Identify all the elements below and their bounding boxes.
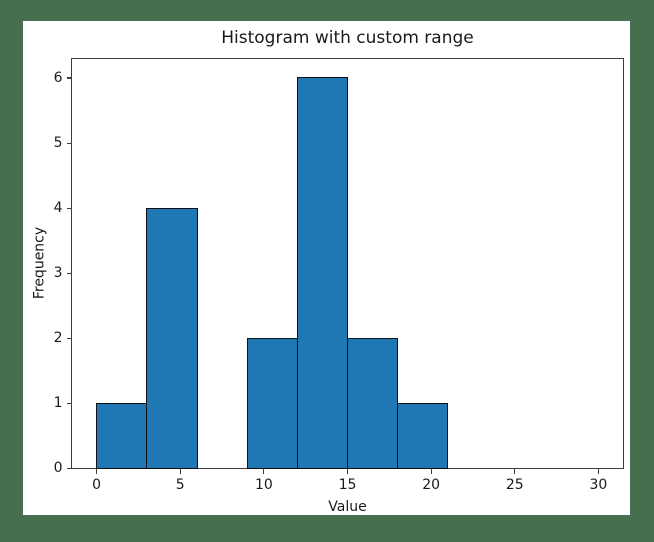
plot-area <box>71 58 624 469</box>
x-tick-label: 5 <box>175 476 185 493</box>
y-axis-label: Frequency <box>31 226 48 300</box>
x-tick-mark <box>95 468 98 474</box>
x-tick-label: 20 <box>422 476 441 493</box>
x-tick-mark <box>430 468 432 474</box>
x-tick-mark <box>179 468 181 474</box>
x-axis-label: Value <box>328 499 367 515</box>
chart-title: Histogram with custom range <box>221 28 474 48</box>
x-tick-label: 25 <box>505 476 524 493</box>
y-tick-label: 0 <box>53 460 63 476</box>
y-tick-label: 1 <box>53 394 63 411</box>
x-tick-label: 10 <box>254 476 273 493</box>
x-tick-label: 15 <box>338 476 357 493</box>
y-tick-label: 6 <box>53 69 63 86</box>
figure-canvas: Histogram with custom range 0 5 10 15 20 25 30… <box>23 21 630 515</box>
x-tick-mark <box>346 468 349 474</box>
y-tick-label: 4 <box>53 199 63 216</box>
x-tick-label: 30 <box>589 476 608 493</box>
y-tick-label: 2 <box>53 329 63 346</box>
x-tick-mark <box>597 468 599 474</box>
x-tick-mark <box>263 468 265 474</box>
x-tick-mark <box>514 468 516 474</box>
x-tick-label: 0 <box>92 476 102 493</box>
y-tick-label: 5 <box>53 134 63 151</box>
